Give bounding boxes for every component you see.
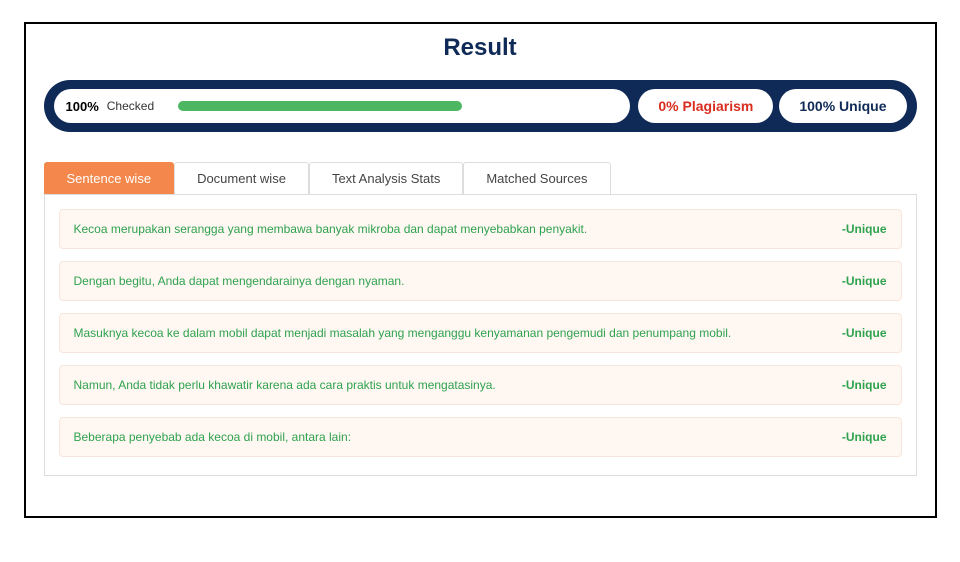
tab-document-wise[interactable]: Document wise <box>174 162 309 194</box>
checked-percent: 100% <box>66 99 99 114</box>
result-text: Dengan begitu, Anda dapat mengendarainya… <box>74 274 405 288</box>
result-row: Dengan begitu, Anda dapat mengendarainya… <box>59 261 902 301</box>
checked-label: Checked <box>107 99 154 113</box>
result-row: Kecoa merupakan serangga yang membawa ba… <box>59 209 902 249</box>
results-panel[interactable]: Kecoa merupakan serangga yang membawa ba… <box>44 194 917 476</box>
result-status: -Unique <box>842 430 887 444</box>
progress-track <box>178 101 614 111</box>
status-bar: 100% Checked 0% Plagiarism 100% Unique <box>44 80 917 132</box>
progress-fill <box>178 101 462 111</box>
result-row: Namun, Anda tidak perlu khawatir karena … <box>59 365 902 405</box>
page-title: Result <box>26 34 935 62</box>
plagiarism-value: 0% <box>658 98 678 114</box>
result-text: Masuknya kecoa ke dalam mobil dapat menj… <box>74 326 732 340</box>
result-frame: Result 100% Checked 0% Plagiarism 100% U… <box>24 22 937 518</box>
unique-label: Unique <box>839 98 886 114</box>
unique-pill: 100% Unique <box>779 89 906 123</box>
metrics-container: 0% Plagiarism 100% Unique <box>638 89 906 123</box>
result-row: Beberapa penyebab ada kecoa di mobil, an… <box>59 417 902 457</box>
unique-value: 100% <box>799 98 835 114</box>
result-row: Masuknya kecoa ke dalam mobil dapat menj… <box>59 313 902 353</box>
result-status: -Unique <box>842 222 887 236</box>
checked-pill: 100% Checked <box>54 89 631 123</box>
tab-sentence-wise[interactable]: Sentence wise <box>44 162 175 194</box>
tab-text-analysis-stats[interactable]: Text Analysis Stats <box>309 162 463 194</box>
tabs-container: Sentence wise Document wise Text Analysi… <box>44 162 917 194</box>
plagiarism-pill: 0% Plagiarism <box>638 89 773 123</box>
result-status: -Unique <box>842 274 887 288</box>
result-status: -Unique <box>842 326 887 340</box>
tab-matched-sources[interactable]: Matched Sources <box>463 162 610 194</box>
result-status: -Unique <box>842 378 887 392</box>
result-text: Namun, Anda tidak perlu khawatir karena … <box>74 378 496 392</box>
result-text: Kecoa merupakan serangga yang membawa ba… <box>74 222 588 236</box>
plagiarism-label: Plagiarism <box>683 98 754 114</box>
result-text: Beberapa penyebab ada kecoa di mobil, an… <box>74 430 352 444</box>
